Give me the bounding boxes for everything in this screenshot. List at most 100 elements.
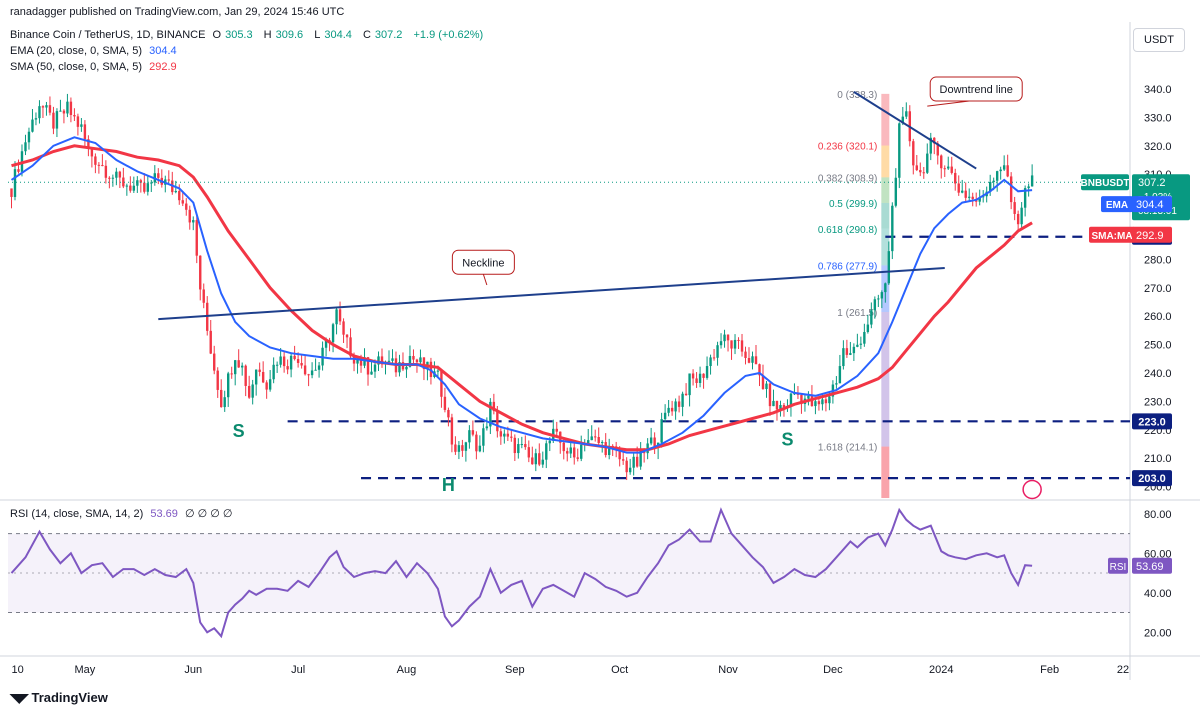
candle-body bbox=[999, 169, 1002, 172]
candle-body bbox=[936, 143, 939, 156]
candle-body bbox=[101, 165, 104, 167]
candle-body bbox=[852, 346, 856, 354]
candle-body bbox=[303, 365, 307, 375]
candle-body bbox=[674, 401, 677, 412]
tradingview-logo[interactable]: ◥◤ TradingView bbox=[10, 690, 108, 705]
time-tick-label: Feb bbox=[1040, 664, 1059, 676]
candle-body bbox=[1023, 188, 1027, 208]
candle-body bbox=[1030, 175, 1034, 187]
candle-body bbox=[1002, 165, 1006, 170]
candle-body bbox=[279, 356, 282, 365]
candle-body bbox=[702, 373, 705, 378]
support-level-tag bbox=[1132, 413, 1172, 430]
candle-body bbox=[45, 105, 48, 108]
candle-body bbox=[307, 374, 310, 376]
candle-body bbox=[254, 369, 258, 385]
candle-body bbox=[461, 445, 464, 451]
sma-legend[interactable]: SMA (50, close, 0, SMA, 5) 292.9 bbox=[10, 61, 181, 73]
candle-body bbox=[751, 356, 754, 363]
rsi-tick-label: 20.00 bbox=[1144, 627, 1172, 639]
ohlc-change: +1.9 (+0.62%) bbox=[413, 29, 484, 41]
candle-body bbox=[859, 343, 863, 345]
candle-body bbox=[912, 141, 915, 166]
candle-body bbox=[768, 383, 772, 407]
candle-body bbox=[48, 105, 52, 113]
candle-body bbox=[964, 190, 967, 198]
trendline bbox=[853, 91, 977, 170]
ohlc-l: L 304.4 bbox=[314, 29, 352, 41]
fib-band bbox=[881, 93, 890, 146]
candle-body bbox=[824, 399, 828, 404]
candle-body bbox=[408, 356, 412, 367]
rsi-legend[interactable]: RSI (14, close, SMA, 14, 2) 53.69 ∅ ∅ ∅ … bbox=[10, 507, 236, 520]
candle-body bbox=[534, 453, 537, 465]
candle-body bbox=[510, 436, 513, 438]
fib-band bbox=[881, 311, 890, 447]
candle-body bbox=[649, 437, 653, 444]
ema-legend[interactable]: EMA (20, close, 0, SMA, 5) 304.4 bbox=[10, 45, 181, 57]
candle-body bbox=[55, 111, 59, 129]
candle-body bbox=[789, 393, 793, 406]
price-tick-label: 210.0 bbox=[1144, 453, 1172, 465]
candle-body bbox=[422, 357, 426, 370]
time-tick-label: 2024 bbox=[929, 664, 953, 676]
ema-value-tag bbox=[1132, 196, 1172, 213]
candle-body bbox=[545, 443, 548, 460]
candle-body bbox=[366, 357, 370, 375]
candle-body bbox=[129, 185, 132, 191]
rsi-legend-label: RSI (14, close, SMA, 14, 2) bbox=[10, 508, 144, 520]
candle-body bbox=[83, 124, 87, 140]
currency-button[interactable]: USDT bbox=[1133, 28, 1185, 52]
candle-body bbox=[213, 353, 216, 371]
candle-body bbox=[628, 467, 632, 473]
rsi-tick-label: 40.00 bbox=[1144, 588, 1172, 600]
fib-band bbox=[881, 177, 890, 203]
candle-body bbox=[405, 366, 408, 370]
symbol-legend[interactable]: Binance Coin / TetherUS, 1D, BINANCE O 30… bbox=[10, 29, 487, 41]
candle-body bbox=[59, 110, 62, 112]
sma-50-line bbox=[11, 144, 1033, 452]
tradingview-logo-icon: ◥◤ bbox=[10, 691, 29, 705]
pattern-label: S bbox=[233, 421, 245, 441]
candle-body bbox=[139, 180, 143, 183]
candle-body bbox=[723, 334, 726, 342]
alert-lightning-icon bbox=[1022, 479, 1042, 500]
candle-body bbox=[691, 373, 695, 379]
candle-body bbox=[562, 442, 565, 452]
support-level-value: 203.0 bbox=[1138, 473, 1166, 485]
candle-body bbox=[555, 428, 558, 432]
price-tick-label: 280.0 bbox=[1144, 254, 1172, 266]
pattern-label: S bbox=[781, 430, 793, 450]
rsi-tick-label: 60.00 bbox=[1144, 548, 1172, 560]
candle-body bbox=[842, 348, 845, 367]
candle-body bbox=[230, 373, 233, 375]
symbol-name: Binance Coin / TetherUS, 1D, BINANCE bbox=[10, 29, 206, 41]
candle-body bbox=[157, 173, 160, 178]
candle-body bbox=[111, 177, 115, 179]
candle-body bbox=[324, 340, 328, 348]
candle-body bbox=[660, 419, 663, 443]
candle-body bbox=[961, 190, 964, 193]
candle-body bbox=[202, 289, 205, 303]
candle-body bbox=[919, 170, 922, 173]
candle-body bbox=[506, 433, 510, 437]
candle-body bbox=[520, 444, 524, 446]
candle-body bbox=[635, 456, 639, 467]
price-tick-label: 250.0 bbox=[1144, 340, 1172, 352]
candle-body bbox=[905, 111, 908, 117]
candle-body bbox=[754, 356, 758, 365]
candle-body bbox=[981, 196, 985, 198]
candle-body bbox=[870, 310, 873, 325]
candle-body bbox=[845, 348, 849, 355]
candle-body bbox=[464, 442, 468, 451]
candle-body bbox=[10, 188, 13, 197]
candle-body bbox=[943, 168, 946, 170]
brand-label: TradingView bbox=[31, 690, 108, 705]
candle-body bbox=[1006, 165, 1009, 177]
candle-body bbox=[108, 177, 111, 179]
candle-body bbox=[978, 197, 981, 202]
candle-body bbox=[782, 404, 786, 408]
candle-body bbox=[122, 177, 125, 187]
candle-body bbox=[118, 171, 122, 178]
